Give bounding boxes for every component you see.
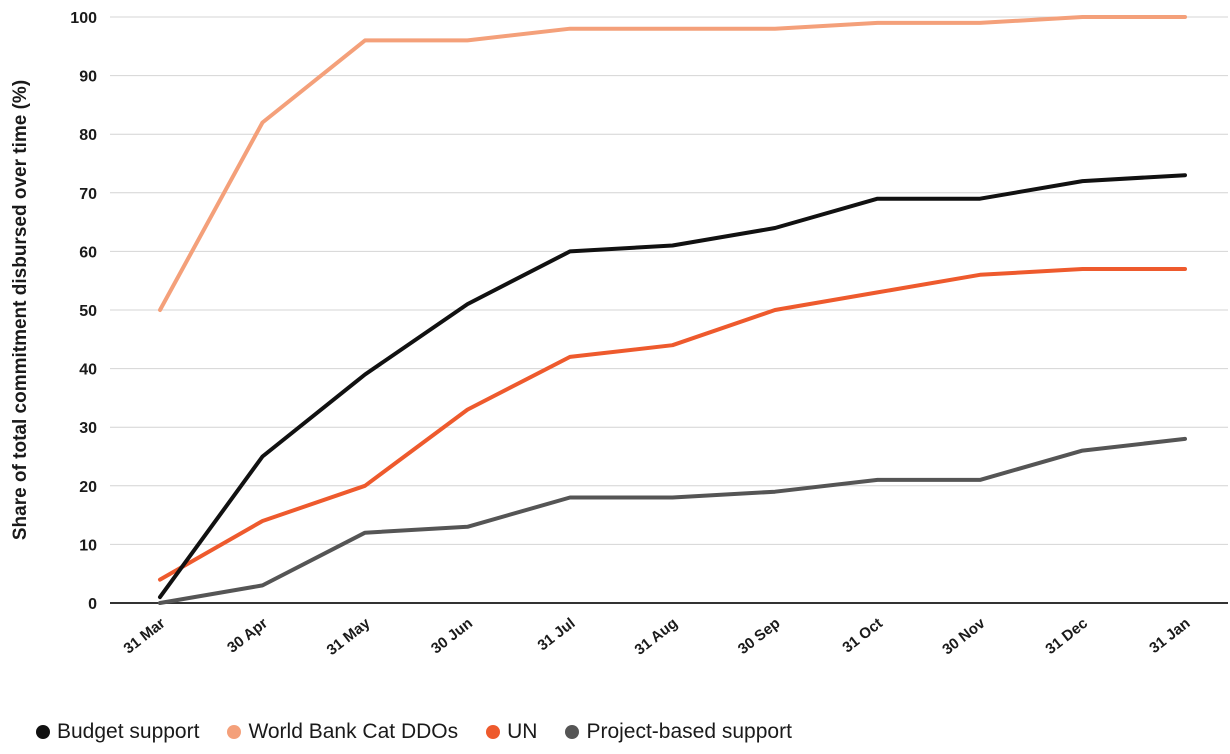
legend-item: UN bbox=[486, 720, 537, 744]
legend-item: Budget support bbox=[36, 720, 199, 744]
y-tick-label: 0 bbox=[88, 596, 97, 613]
y-tick-label: 80 bbox=[79, 127, 97, 144]
x-tick-label: 31 Oct bbox=[839, 615, 886, 657]
y-tick-label: 60 bbox=[79, 244, 97, 261]
series-line-un bbox=[158, 267, 1187, 582]
legend-swatch bbox=[36, 725, 50, 739]
y-axis-ticks: 0 10 20 30 40 50 60 70 80 90 100 bbox=[70, 10, 97, 613]
x-tick-label: 31 Dec bbox=[1042, 615, 1091, 658]
x-tick-label: 30 Apr bbox=[224, 615, 271, 657]
x-tick-label: 31 Jan bbox=[1146, 615, 1193, 657]
x-tick-label: 31 Jul bbox=[534, 615, 578, 655]
legend-swatch bbox=[565, 725, 580, 739]
y-tick-label: 40 bbox=[79, 362, 97, 379]
x-axis-ticks: 31 Mar 30 Apr 31 May 30 Jun 31 Jul 31 Aug 30 S… bbox=[121, 614, 1194, 659]
series-line-world-bank-cat-ddos bbox=[158, 15, 1187, 312]
x-tick-label: 30 Nov bbox=[939, 614, 989, 658]
y-tick-label: 50 bbox=[79, 303, 97, 320]
legend-label: Project-based support bbox=[586, 720, 792, 743]
x-tick-label: 31 Mar bbox=[121, 615, 169, 658]
legend: Budget support World Bank Cat DDOs UN Proje… bbox=[36, 720, 820, 744]
x-tick-label: 31 May bbox=[324, 614, 374, 659]
y-tick-label: 10 bbox=[79, 537, 97, 554]
legend-item: World Bank Cat DDOs bbox=[227, 720, 458, 744]
gridlines bbox=[110, 16, 1228, 545]
series-line-project-based-support bbox=[158, 436, 1187, 605]
x-tick-label: 30 Sep bbox=[735, 615, 784, 658]
y-tick-label: 30 bbox=[79, 420, 97, 437]
legend-label: UN bbox=[507, 720, 538, 743]
series-lines bbox=[158, 15, 1187, 605]
y-axis-label: Share of total commitment disbursed over… bbox=[10, 80, 31, 540]
series-line-budget-support bbox=[158, 173, 1187, 600]
y-tick-label: 100 bbox=[70, 10, 97, 27]
legend-label: Budget support bbox=[57, 720, 200, 743]
y-tick-label: 90 bbox=[79, 69, 97, 86]
legend-item: Project-based support bbox=[565, 720, 792, 744]
y-tick-label: 70 bbox=[79, 186, 97, 203]
x-tick-label: 30 Jun bbox=[428, 615, 476, 658]
y-tick-label: 20 bbox=[79, 479, 97, 496]
x-tick-label: 31 Aug bbox=[632, 615, 681, 659]
legend-swatch bbox=[227, 725, 242, 739]
legend-swatch bbox=[486, 725, 501, 739]
legend-label: World Bank Cat DDOs bbox=[248, 720, 459, 743]
